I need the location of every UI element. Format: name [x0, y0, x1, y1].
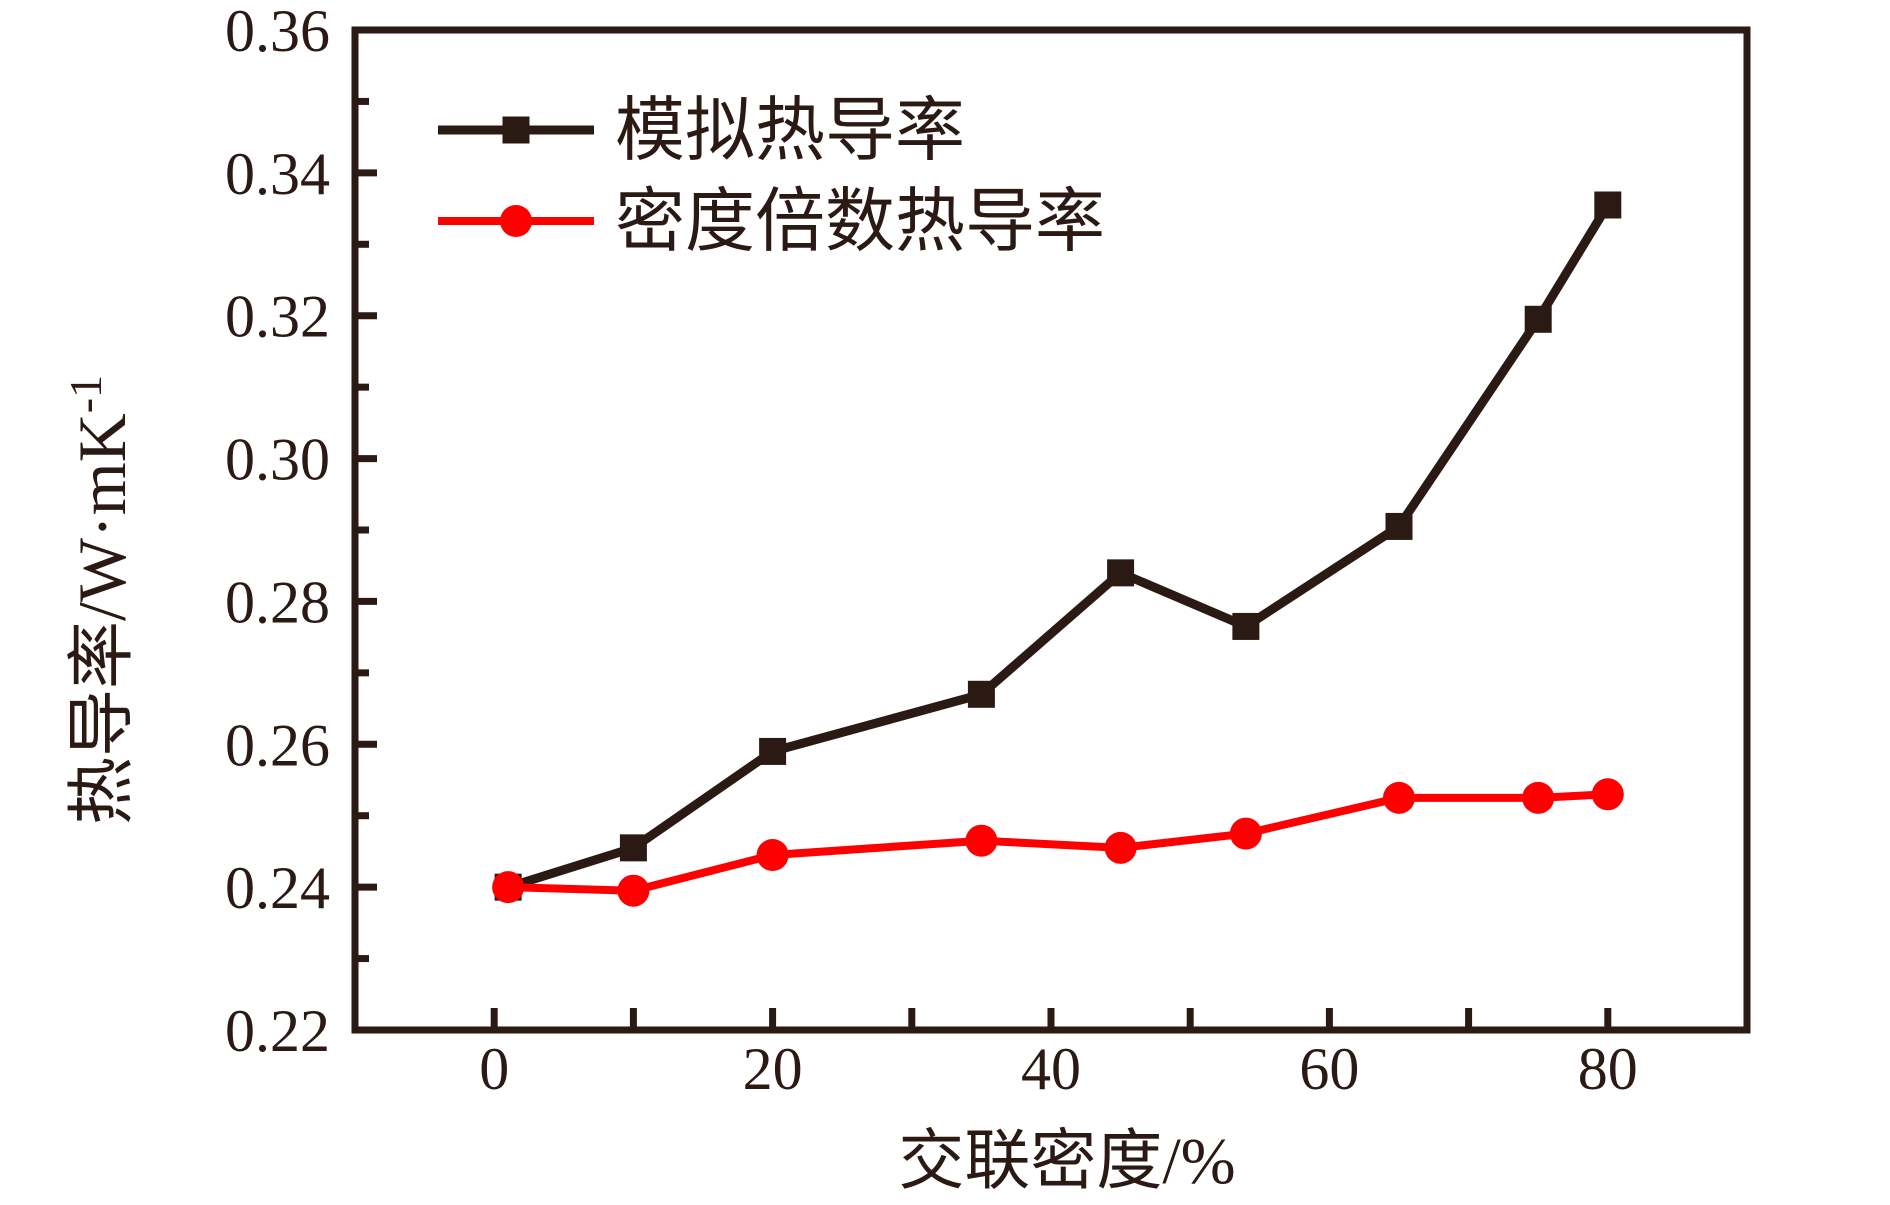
series-1-marker	[1229, 817, 1262, 850]
series-1-marker	[617, 874, 650, 907]
x-axis-tick-label: 80	[1578, 1036, 1638, 1102]
series-0-line	[506, 202, 1612, 892]
y-axis-tick-label: 0.22	[225, 998, 330, 1064]
series-0-marker	[1524, 305, 1552, 333]
x-axis-tick-label: 0	[479, 1036, 509, 1102]
series-0-marker	[1385, 512, 1413, 540]
plot-frame	[351, 26, 1751, 1034]
series-1-line	[508, 790, 1609, 895]
legend-label-1: 密度倍数热导率	[615, 184, 1105, 261]
legend-marker-0	[502, 116, 530, 144]
y-axis-tick-label: 0.30	[225, 427, 330, 493]
series-0-marker	[759, 737, 787, 765]
x-axis-tick-label: 40	[1021, 1036, 1081, 1102]
series-1-marker	[1522, 781, 1555, 814]
x-axis-tick-label: 60	[1299, 1036, 1359, 1102]
series-1-marker	[756, 839, 789, 871]
y-axis-tick-label: 0.36	[225, 0, 330, 64]
series-0-marker	[1107, 559, 1135, 587]
legend-marker-1	[500, 205, 532, 237]
x-axis-title: 交联密度/%	[898, 1125, 1235, 1198]
x-axis-tick-label: 20	[743, 1036, 803, 1102]
series-1-marker	[1591, 778, 1624, 811]
series-0-marker	[619, 834, 647, 862]
series-1-marker	[1383, 781, 1415, 814]
y-axis-tick-label: 0.32	[225, 284, 330, 350]
y-axis-tick-label: 0.34	[225, 141, 330, 207]
series-0-marker	[1232, 612, 1260, 640]
series-1-marker	[1104, 831, 1137, 864]
y-axis-tick-label: 0.28	[225, 569, 330, 635]
series-0-marker	[1594, 191, 1622, 219]
series-0-marker	[967, 680, 995, 708]
y-axis-tick-label: 0.26	[225, 712, 330, 778]
series-1-marker	[492, 871, 525, 904]
series-1-marker	[965, 824, 998, 857]
y-axis-title: 热导率/W·mK-1	[60, 375, 140, 825]
y-axis-tick-label: 0.24	[225, 855, 330, 921]
legend-label-0: 模拟热导率	[615, 93, 965, 170]
